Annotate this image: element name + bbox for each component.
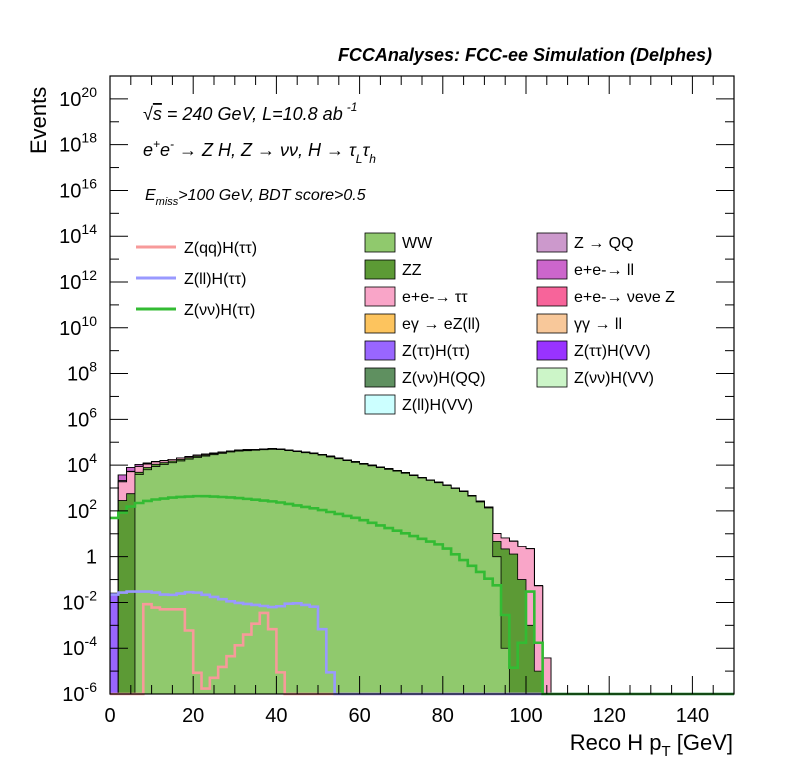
legend-swatch: [536, 259, 568, 280]
axis-ticks: 0 20 40 60 80 100 120 140 10-6 10-4 10-2 1 102 104 106…: [59, 75, 735, 727]
legend: Z(qq)H(ττ) Z(ll)H(ττ) Z(νν)H(ττ) WW ZZ e+e-→ …: [136, 232, 675, 415]
legend-line-label: Z(ll)H(ττ): [184, 271, 246, 288]
y-tick-label: 10-6: [62, 679, 97, 706]
legend-swatch: [536, 340, 568, 361]
plot-title: FCCAnalyses: FCC-ee Simulation (Delphes): [338, 45, 712, 65]
x-tick-label: 0: [104, 705, 115, 727]
legend-label: γγ → ll: [574, 316, 622, 333]
annotation-energy: √s = 240 GeV, L=10.8 ab -1: [143, 100, 357, 124]
stacked-histograms: [109, 448, 734, 695]
legend-label: Z(ττ)H(ττ): [402, 343, 470, 360]
legend-label: e+e-→ ll: [574, 262, 634, 279]
x-tick-label: 100: [509, 705, 542, 727]
svg-text:e+e- → Z H, Z → νν, H → τLτh: e+e- → Z H, Z → νν, H → τLτh: [143, 137, 376, 166]
y-tick-label: 10-2: [62, 587, 97, 614]
legend-label: eγ → eZ(ll): [402, 316, 480, 333]
legend-swatch: [364, 286, 396, 307]
legend-label: e+e-→ ττ: [402, 289, 468, 306]
legend-label: WW: [402, 235, 433, 252]
legend-swatch: [364, 232, 396, 253]
y-tick-label: 1: [86, 547, 97, 569]
legend-swatch: [536, 286, 568, 307]
legend-swatch: [364, 313, 396, 334]
legend-label: Z → QQ: [574, 235, 634, 252]
x-axis-label: Reco H pT [GeV]: [570, 730, 733, 760]
annotation-process: e+e- → Z H, Z → νν, H → τLτh: [143, 137, 376, 166]
legend-label: Z(ττ)H(VV): [574, 343, 651, 360]
y-axis-label: Events: [26, 87, 51, 154]
x-tick-label: 60: [348, 705, 370, 727]
x-tick-label: 140: [676, 705, 709, 727]
y-tick-label: 1018: [59, 130, 97, 157]
legend-swatch: [536, 367, 568, 388]
y-tick-label: 10-4: [62, 633, 97, 660]
legend-label: e+e-→ νeνe Z: [574, 289, 675, 306]
legend-swatch: [364, 394, 396, 415]
y-tick-label: 104: [67, 450, 97, 477]
legend-line-label: Z(qq)H(ττ): [184, 240, 257, 257]
y-tick-label: 1014: [59, 221, 97, 248]
legend-label: Z(νν)H(QQ): [402, 370, 486, 387]
y-tick-label: 102: [67, 496, 97, 523]
hist-ww: [110, 448, 734, 695]
y-tick-label: 106: [67, 404, 97, 431]
x-tick-label: 20: [182, 705, 204, 727]
legend-swatch: [536, 313, 568, 334]
legend-swatch: [364, 259, 396, 280]
legend-label: Z(νν)H(VV): [574, 370, 654, 387]
y-tick-label: 108: [67, 359, 97, 386]
annotation-selection: Emiss>100 GeV, BDT score>0.5: [145, 187, 366, 208]
y-tick-label: 1020: [59, 84, 97, 111]
legend-label: Z(ll)H(VV): [402, 397, 473, 414]
y-tick-label: 1010: [59, 313, 97, 340]
x-tick-label: 80: [432, 705, 454, 727]
y-tick-label: 1012: [59, 267, 97, 294]
svg-text:Emiss>100 GeV, BDT score>0.5: Emiss>100 GeV, BDT score>0.5: [145, 187, 366, 208]
legend-swatch: [364, 367, 396, 388]
legend-label: ZZ: [402, 262, 422, 279]
legend-swatch: [536, 232, 568, 253]
legend-swatch: [364, 340, 396, 361]
legend-line-label: Z(νν)H(ττ): [184, 302, 255, 319]
y-tick-label: 1016: [59, 175, 97, 202]
svg-text:√s = 240 GeV, L=10.8 ab-1: √s = 240 GeV, L=10.8 ab -1: [143, 100, 357, 124]
x-tick-label: 120: [593, 705, 626, 727]
x-tick-label: 40: [265, 705, 287, 727]
